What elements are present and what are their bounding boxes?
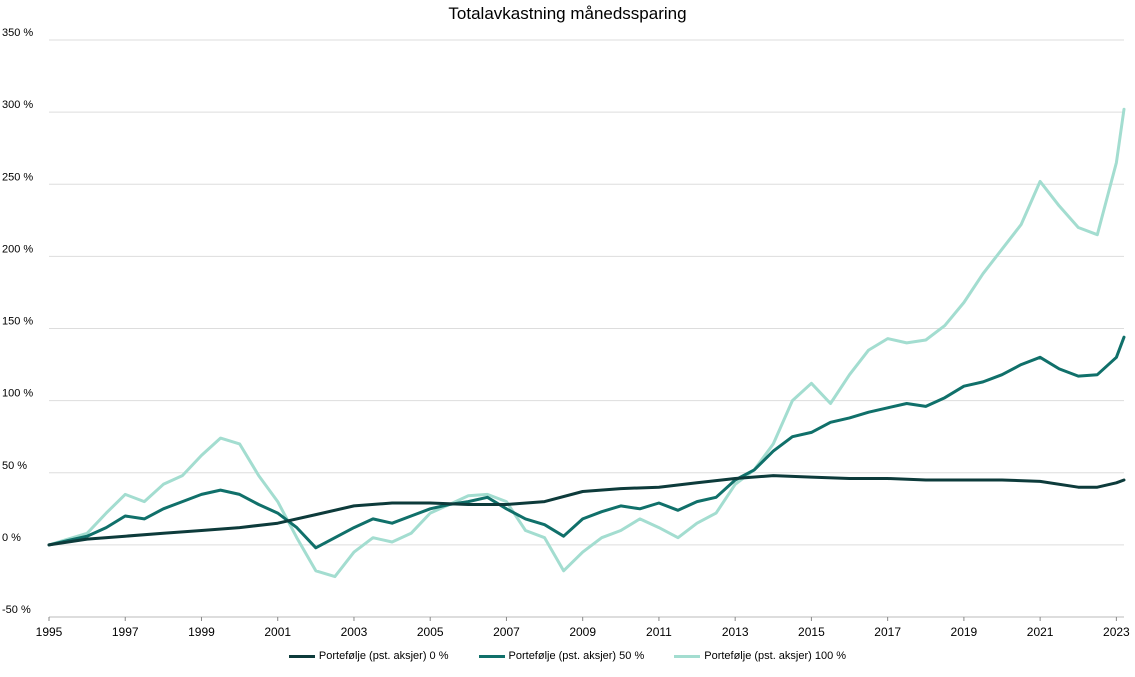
- y-tick-label: 350 %: [2, 27, 33, 39]
- y-tick-label: -50 %: [2, 604, 31, 616]
- legend-label: Portefølje (pst. aksjer) 50 %: [508, 650, 645, 662]
- series-line-2: [47, 335, 1126, 550]
- legend-swatch: [478, 654, 505, 658]
- y-tick-label: 250 %: [2, 171, 33, 183]
- legend-swatch: [674, 654, 701, 658]
- y-tick-label: 50 %: [2, 460, 27, 472]
- series-line-1: [47, 474, 1126, 547]
- x-tick-label: 1999: [188, 625, 215, 639]
- legend-label: Portefølje (pst. aksjer) 100 %: [704, 650, 847, 662]
- legend-item: Portefølje (pst. aksjer) 50 %: [478, 650, 645, 662]
- series-line-3: [47, 107, 1126, 579]
- x-tick-label: 2009: [569, 625, 596, 639]
- chart-title: Totalavkastning månedssparing: [448, 4, 687, 23]
- x-tick-label: 2005: [417, 625, 444, 639]
- legend-label: Portefølje (pst. aksjer) 0 %: [318, 650, 449, 662]
- x-tick-label: 2017: [874, 625, 901, 639]
- series-layer: [47, 107, 1126, 579]
- x-tick-label: 2015: [798, 625, 825, 639]
- x-tick-label: 2011: [646, 625, 672, 639]
- x-tick-label: 2003: [341, 625, 368, 639]
- x-tick-label: 2019: [951, 625, 978, 639]
- line-chart: 350 % 300 % 250 % 200 % 150 % 100 % 50 % 0 % -50…: [2, 27, 1130, 639]
- y-tick-label: 300 %: [2, 99, 33, 111]
- legend-item: Portefølje (pst. aksjer) 0 %: [288, 650, 449, 662]
- x-tick-label: 2001: [264, 625, 291, 639]
- x-tick-label: 2007: [493, 625, 520, 639]
- legend-swatch: [288, 654, 315, 658]
- axis-layer: 350 % 300 % 250 % 200 % 150 % 100 % 50 % 0 % -50…: [2, 27, 1130, 639]
- x-tick-label: 2013: [722, 625, 749, 639]
- y-tick-label: 100 %: [2, 388, 33, 400]
- legend-item: Portefølje (pst. aksjer) 100 %: [674, 650, 846, 662]
- x-tick-label: 1997: [112, 625, 139, 639]
- x-tick-label: 2021: [1027, 625, 1054, 639]
- x-tick-label: 2023: [1103, 625, 1130, 639]
- y-tick-label: 150 %: [2, 316, 33, 328]
- legend: Portefølje (pst. aksjer) 0 % Portefølje (…: [0, 650, 1135, 662]
- x-tick-label: 1995: [36, 625, 63, 639]
- y-tick-label: 200 %: [2, 243, 33, 255]
- y-tick-label: 0 %: [2, 532, 21, 544]
